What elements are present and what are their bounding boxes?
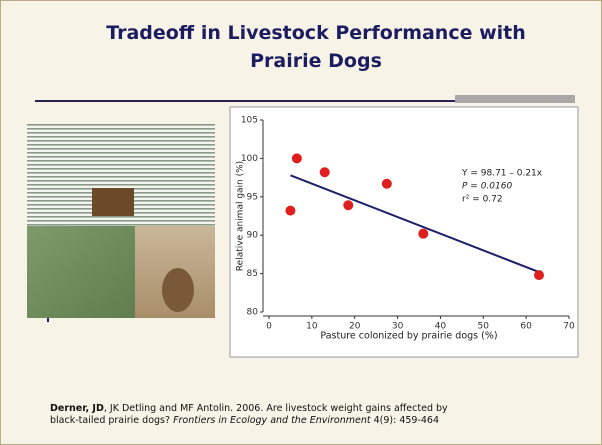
x-axis-label: Pasture colonized by prairie dogs (%)	[320, 331, 497, 342]
y-tick-label: 100	[241, 154, 258, 164]
fit-line	[290, 174, 540, 273]
y-tick-label: 90	[247, 231, 259, 241]
citation: Derner, JD, JK Detling and MF Antolin. 2…	[50, 403, 448, 426]
x-tick-label: 70	[563, 322, 575, 332]
slide-title: Tradeoff in Livestock Performance with Pr…	[106, 22, 526, 72]
y-tick-label: 105	[241, 116, 258, 126]
photo-prairie-dog-body	[162, 268, 194, 312]
chart-panel	[229, 106, 579, 358]
point	[319, 167, 330, 178]
citation-part: Frontiers in Ecology and the Environment	[173, 415, 372, 426]
point	[343, 200, 354, 211]
point	[534, 270, 544, 281]
x-tick-label: 40	[435, 322, 447, 332]
point	[285, 205, 296, 216]
y-axis-label: Relative animal gain (%)	[236, 161, 246, 271]
point	[381, 178, 392, 189]
divider-block	[455, 95, 575, 103]
citation-part: , JK Detling and MF Antolin. 2006. Are l…	[104, 403, 448, 414]
x-tick-label: 20	[349, 322, 361, 332]
y-tick-label: 95	[247, 192, 258, 202]
photo-cow	[92, 188, 134, 216]
x-tick-label: 30	[392, 322, 404, 332]
y-tick-label: 85	[247, 269, 258, 279]
chart: 80 85 90 95 100 105 0 10 20 30 40 50 60 70 Pasture col…	[236, 116, 575, 342]
x-tick-label: 10	[306, 322, 318, 332]
annotation: Y = 98.71 – 0.21x	[461, 169, 543, 179]
photo-grass	[27, 226, 135, 318]
citation-part: black-tailed prairie dogs?	[50, 415, 173, 426]
point	[291, 153, 302, 164]
annotation: P = 0.0160	[462, 182, 512, 192]
x-tick-label: 0	[266, 322, 272, 332]
x-tick-label: 60	[520, 322, 532, 332]
point	[418, 228, 429, 239]
citation-part: 4(9): 459-464	[371, 415, 439, 426]
annotation: r² = 0.72	[462, 195, 503, 205]
y-tick-label: 80	[247, 308, 259, 318]
x-tick-label: 50	[478, 322, 490, 332]
citation-part: Derner, JD	[50, 403, 104, 414]
